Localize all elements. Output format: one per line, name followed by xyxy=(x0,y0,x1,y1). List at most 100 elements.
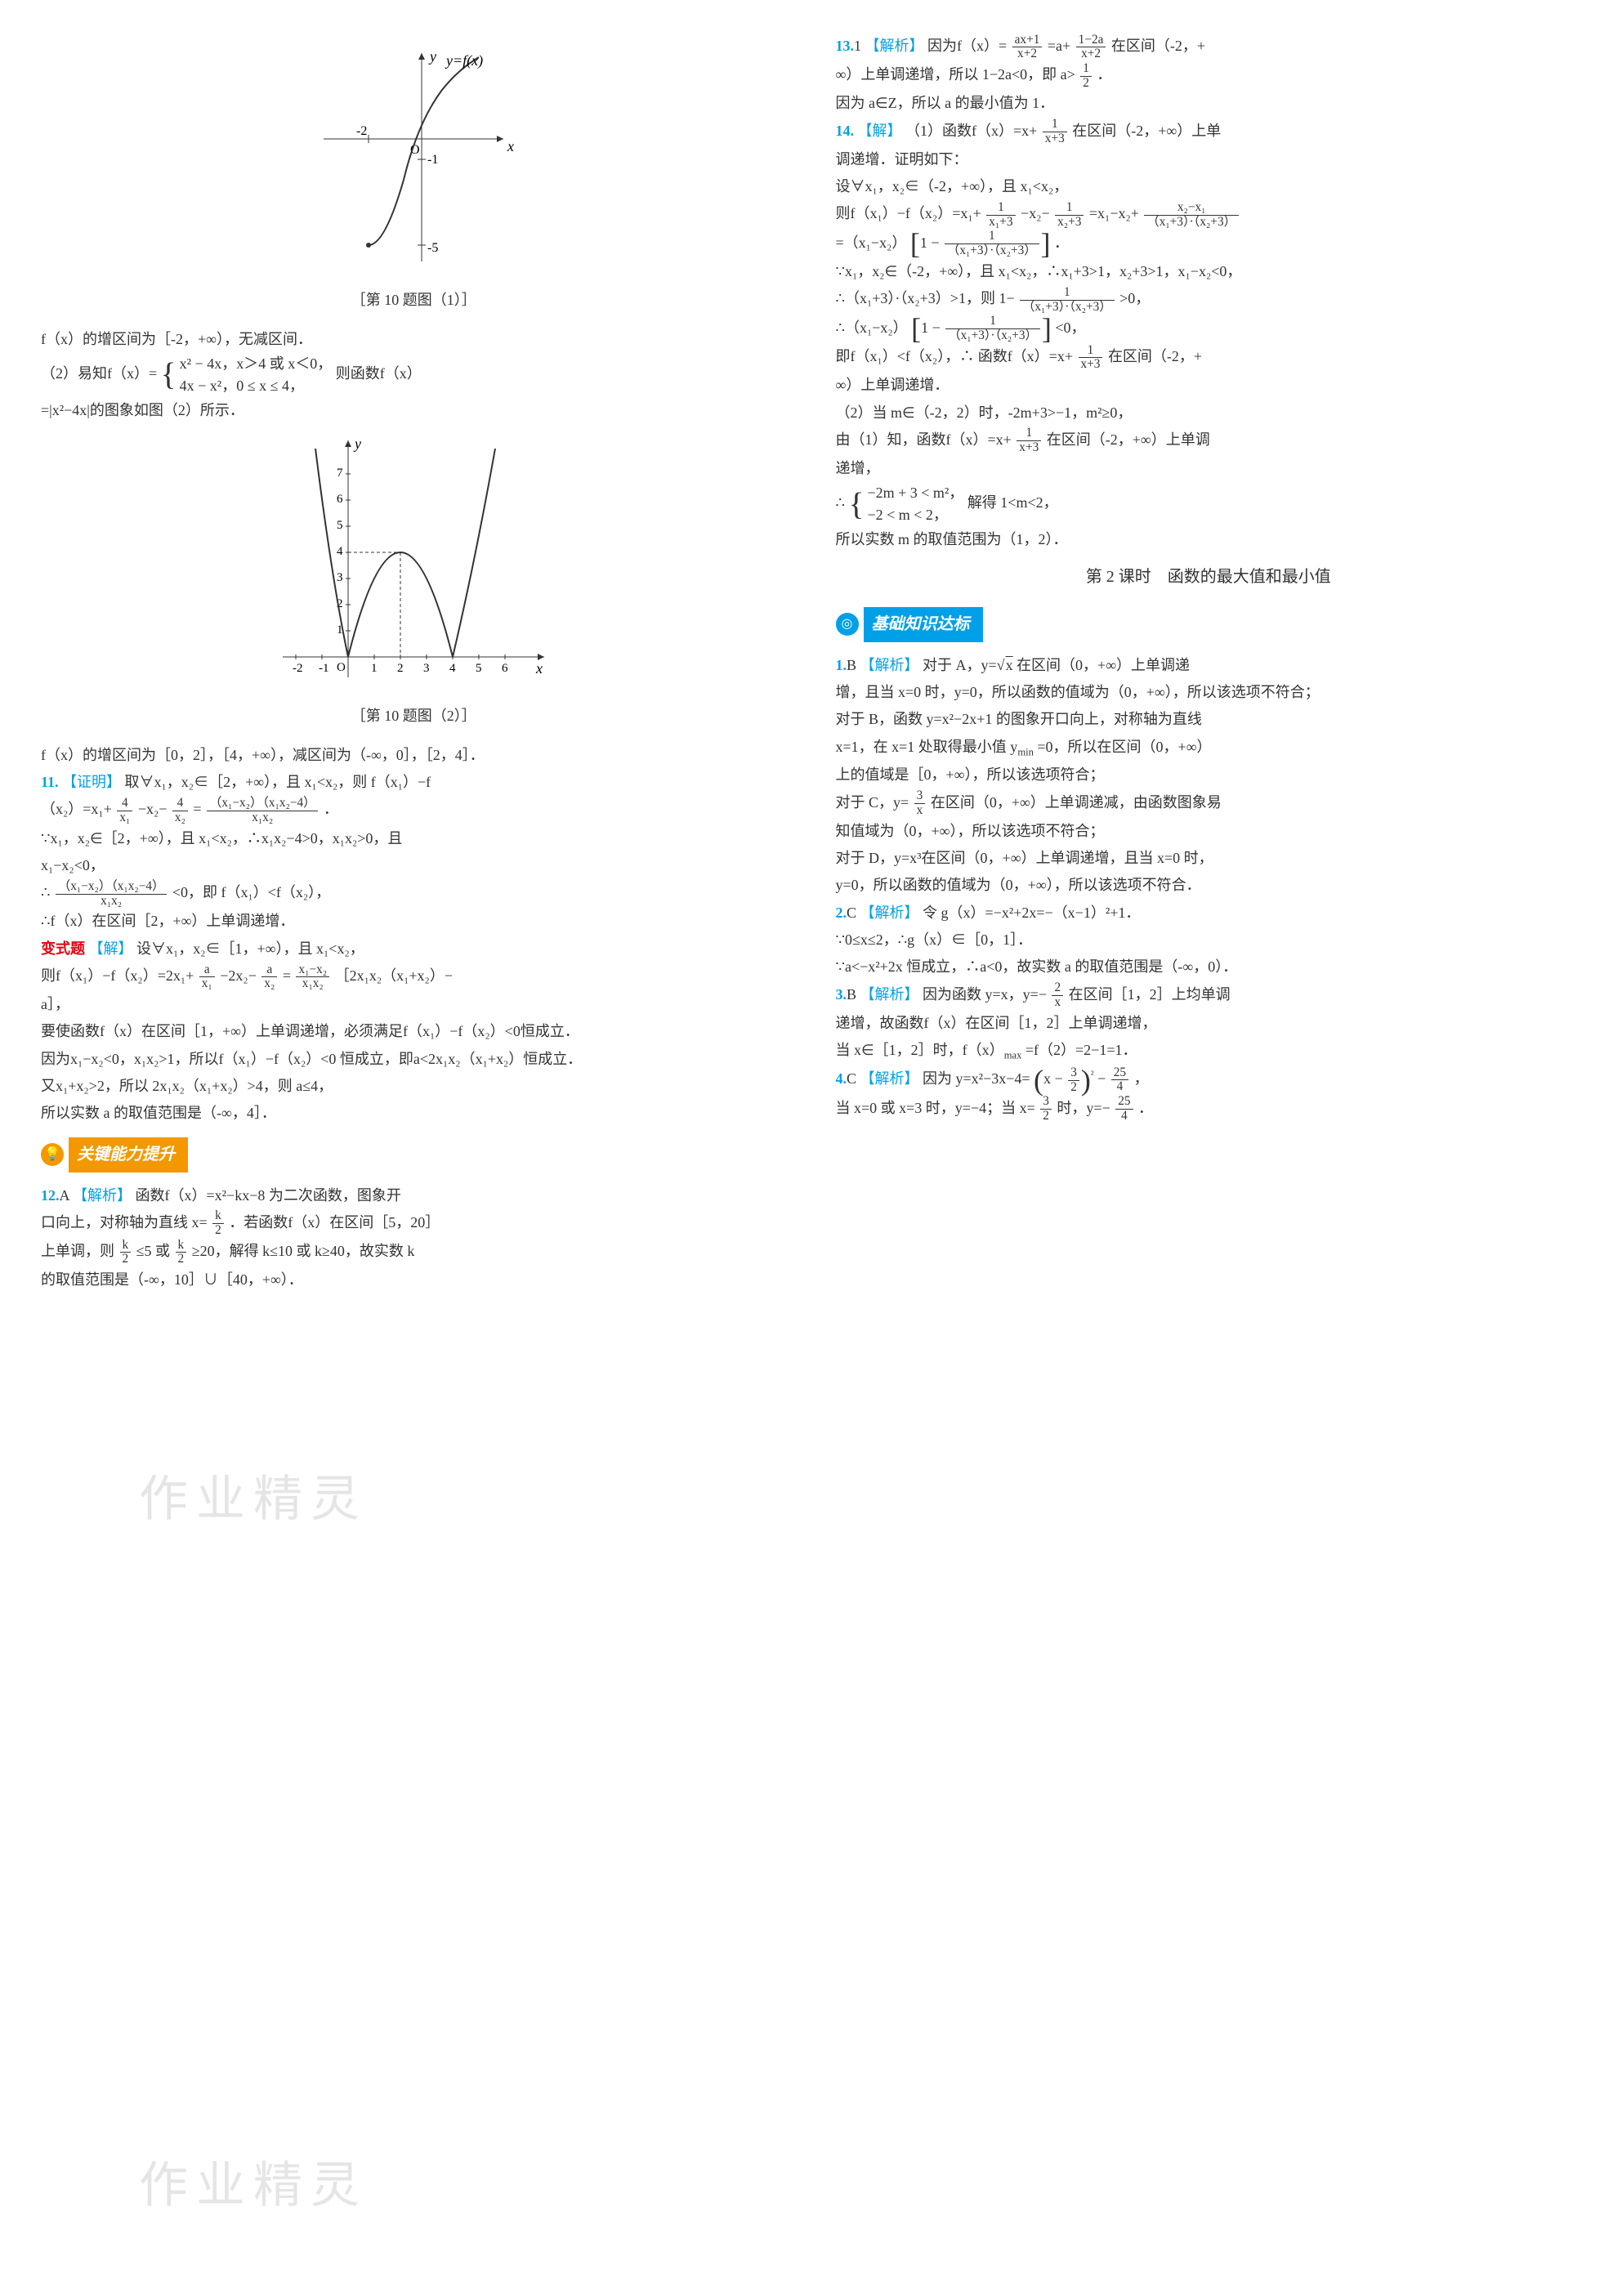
svg-text:5: 5 xyxy=(476,662,482,675)
case-2: 4x − x²，0 ≤ x ≤ 4， xyxy=(180,377,304,394)
text-line: 的取值范围是（-∞，10］∪［40，+∞）． xyxy=(41,1266,787,1293)
answer-letter: C xyxy=(847,905,856,921)
text: ∴（x₁+3）·（x₂+3）>1，则 1− xyxy=(836,290,1015,306)
text-line: =|x²−4x|的图象如图（2）所示． xyxy=(41,397,787,424)
text: 当 x∈［1，2］时，f（x） xyxy=(836,1042,1004,1058)
text: ∴（x₁−x₂） xyxy=(836,319,908,336)
svg-text:-2: -2 xyxy=(293,662,303,675)
text-line: 对于 D，y=x³在区间（0，+∞）上单调递增，且当 x=0 时， xyxy=(836,845,1582,872)
svg-text:x: x xyxy=(535,660,543,677)
text: 上单调，则 xyxy=(41,1243,114,1259)
text-line: y=0，所以函数的值域为（0，+∞），所以该选项不符合． xyxy=(836,872,1582,899)
variant-line1: 变式题 【解】 设∀x₁，x₂∈［1，+∞），且 x₁<x₂， xyxy=(41,936,787,963)
text-line: ∵x₁，x₂∈（-2，+∞），且 x₁<x₂，∴x₁+3>1，x₂+3>1，x₁… xyxy=(836,258,1582,285)
text: x=1，在 x=1 处取得最小值 y xyxy=(836,739,1018,755)
figure-10-2-caption: ［第 10 题图（2）］ xyxy=(41,703,787,730)
question-number: 13. xyxy=(836,38,855,54)
text-line: 递增， xyxy=(836,455,1582,482)
text: 当 x=0 或 x=3 时，y=−4；当 x= xyxy=(836,1100,1035,1116)
text: −2x₂− xyxy=(220,967,257,984)
question-number: 2. xyxy=(836,905,847,921)
sqrt-arg: x xyxy=(1005,657,1013,673)
q14-line4: 则f（x₁）−f（x₂）=x₁+ 1x₁+3 −x₂− 1x₂+3 =x₁−x₂… xyxy=(836,200,1582,229)
graph-10-2-svg: y x O -2-1 12 34 56 12 xyxy=(275,432,552,686)
q4-line1: 4.C 【解析】 因为 y=x²−3x−4= ( x − 32 )² − 254… xyxy=(836,1065,1582,1094)
svg-text:-1: -1 xyxy=(319,662,329,675)
text-line: ∵a<−x²+2x 恒成立，∴a<0，故实数 a 的取值范围是（-∞，0）． xyxy=(836,954,1582,980)
analysis-tag: 【解析】 xyxy=(860,1070,919,1087)
text: ≤5 或 xyxy=(136,1243,170,1259)
svg-text:-5: -5 xyxy=(427,241,438,255)
answer-value: 1 xyxy=(854,38,861,54)
text-line: 递增，故函数f（x）在区间［1，2］上单调递增， xyxy=(836,1010,1582,1037)
text-line: x₁−x₂<0， xyxy=(41,852,787,879)
figure-10-2: y x O -2-1 12 34 56 12 xyxy=(41,432,787,695)
q12-line1: 12.A 【解析】 函数f（x）=x²−kx−8 为二次函数，图象开 xyxy=(41,1182,787,1209)
svg-text:3: 3 xyxy=(423,662,430,675)
svg-text:y: y xyxy=(353,436,361,452)
text: ∞）上单调递增，所以 1−2a<0，即 a> xyxy=(836,66,1075,83)
text: ． xyxy=(1054,235,1069,251)
text: −x₂− xyxy=(1021,205,1050,221)
q11-line5: ∴ （x₁−x₂）（x₁x₂−4）x₁x₂ <0，即 f（x₁）<f（x₂）， xyxy=(41,879,787,908)
text-line: 调递增．证明如下： xyxy=(836,146,1582,173)
question-number: 12. xyxy=(41,1187,60,1204)
two-column-layout: y x O -2 -1 -5 y=f(x) ［第 10 题图（1）］ f（x）的… xyxy=(41,33,1581,1294)
text: 对于 A，y= xyxy=(923,657,997,673)
text: 1 − xyxy=(920,235,940,251)
text: = xyxy=(283,967,291,984)
text: 在区间（0，+∞）上单调递减，由函数图象易 xyxy=(931,794,1222,811)
text: 在区间（-2，+∞）上单 xyxy=(1072,123,1221,139)
lesson-title: 第 2 课时 函数的最大值和最小值 xyxy=(836,562,1582,592)
text-line: 因为x₁−x₂<0，x₁x₂>1，所以f（x₁）−f（x₂）<0 恒成立，即a<… xyxy=(41,1046,787,1073)
svg-text:1: 1 xyxy=(371,662,378,675)
text-line: 又x₁+x₂>2，所以 2x₁x₂（x₁+x₂）>4，则 a≤4， xyxy=(41,1073,787,1100)
svg-text:2: 2 xyxy=(397,662,404,675)
text: 则f（x₁）−f（x₂）=2x₁+ xyxy=(41,967,194,984)
text: 因为 y=x²−3x−4= xyxy=(923,1070,1030,1087)
watermark: 作业精灵 xyxy=(139,2141,368,2231)
text: ≥20，解得 k≤10 或 k≥40，故实数 k xyxy=(192,1243,415,1259)
text: ， xyxy=(1134,1070,1149,1087)
analysis-tag: 【解析】 xyxy=(860,905,919,921)
q4-line2: 当 x=0 或 x=3 时，y=−4；当 x= 32 时，y=− 254 ． xyxy=(836,1095,1582,1123)
text: −x₂− xyxy=(138,801,168,817)
text: ． xyxy=(1138,1100,1153,1116)
text-line: （2）易知f（x）= { x² − 4x，x＞4 或 x＜0， 4x − x²，… xyxy=(41,353,787,397)
text: （1）函数f（x）=x+ xyxy=(905,123,1037,139)
text-line: ∞）上单调递增． xyxy=(836,372,1582,399)
text: 由（1）知，函数f（x）=x+ xyxy=(836,431,1012,448)
curve-label: y=f(x) xyxy=(445,52,483,69)
answer-letter: B xyxy=(847,657,856,673)
q1-line6: 对于 C，y= 3x 在区间（0，+∞）上单调递减，由函数图象易 xyxy=(836,789,1582,818)
text: =x₁−x₂+ xyxy=(1089,205,1139,221)
svg-text:O: O xyxy=(337,661,346,674)
q3-line3: 当 x∈［1，2］时，f（x）max =f（2）=2−1=1． xyxy=(836,1037,1582,1065)
q12-line3: 上单调，则 k2 ≤5 或 k2 ≥20，解得 k≤10 或 k≥40，故实数 … xyxy=(41,1238,787,1266)
text: 则函数f（x） xyxy=(336,365,422,382)
text: ∴ xyxy=(836,494,845,511)
section-ability: 💡 关键能力提升 xyxy=(41,1137,188,1173)
question-number: 1. xyxy=(836,657,847,673)
text-line: f（x）的增区间为［0，2］，［4，+∞），减区间为（-∞，0］，［2，4］． xyxy=(41,742,787,769)
q13-line2: ∞）上单调递增，所以 1−2a<0，即 a> 12 ． xyxy=(836,61,1582,90)
q3-line1: 3.B 【解析】 因为函数 y=x，y=− 2x 在区间［1，2］上均单调 xyxy=(836,981,1582,1010)
q12-line2: 口向上，对称轴为直线 x= k2 ．若函数f（x）在区间［5，20］ xyxy=(41,1209,787,1238)
text: −2m + 3 < m²， xyxy=(867,485,963,501)
q2-line1: 2.C 【解析】 令 g（x）=−x²+2x=−（x−1）²+1． xyxy=(836,900,1582,927)
text: 取∀x₁，x₂∈［2，+∞），且 x₁<x₂，则 f（x₁）−f xyxy=(125,774,431,790)
text-line: 增，且当 x=0 时，y=0，所以函数的值域为（0，+∞），所以该选项不符合； xyxy=(836,679,1582,706)
text-line: ∵0≤x≤2，∴g（x）∈［0，1］． xyxy=(836,927,1582,954)
subscript: max xyxy=(1004,1050,1022,1061)
question-number: 14. xyxy=(836,123,855,139)
bulb-icon: 💡 xyxy=(41,1143,64,1166)
figure-10-1-caption: ［第 10 题图（1）］ xyxy=(41,287,787,314)
svg-text:6: 6 xyxy=(337,493,343,506)
q14-line1: 14. 【解】 （1）函数f（x）=x+ 1x+3 在区间（-2，+∞）上单 xyxy=(836,118,1582,146)
svg-text:4: 4 xyxy=(449,662,456,675)
text: 即f（x₁）<f（x₂），∴ 函数f（x）=x+ xyxy=(836,348,1074,364)
text: 在区间（-2，+ xyxy=(1108,348,1202,364)
q14-line8: ∴（x₁−x₂） [ 1 − 1（x₁+3）·（x₂+3） ] <0， xyxy=(836,315,1582,343)
text: 时，y=− xyxy=(1057,1100,1110,1116)
svg-text:5: 5 xyxy=(337,519,343,532)
